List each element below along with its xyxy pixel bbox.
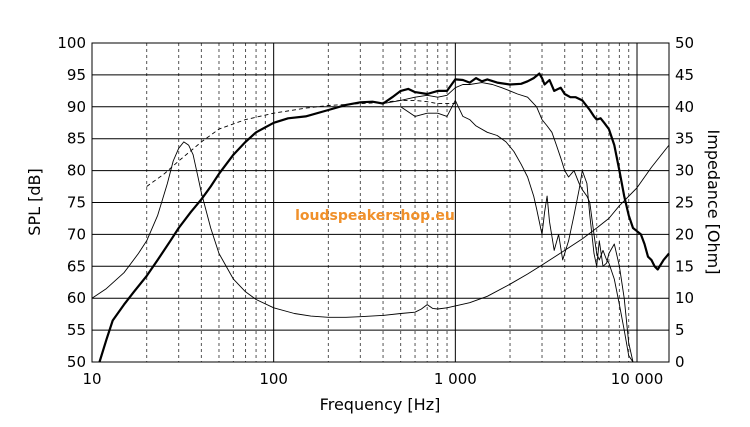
y-right-tick-label: 10 [675, 289, 694, 307]
data-series [91, 72, 670, 363]
y-left-axis-ticks: 50 55 60 65 70 75 80 85 90 95 100 [57, 34, 86, 371]
y-right-tick-label: 45 [675, 66, 694, 84]
x-axis-ticks: 10 100 1 000 10 000 [82, 370, 663, 388]
y-right-tick-label: 15 [675, 257, 694, 275]
y-right-tick-label: 5 [675, 321, 685, 339]
series-line-1 [98, 72, 670, 363]
y-left-tick-label: 90 [67, 98, 86, 116]
y-left-tick-label: 50 [67, 353, 86, 371]
y-right-tick-label: 20 [675, 225, 694, 243]
y-left-axis-label: SPL [dB] [25, 168, 44, 235]
y-right-tick-label: 0 [675, 353, 685, 371]
y-left-tick-label: 55 [67, 321, 86, 339]
y-right-tick-label: 25 [675, 194, 694, 212]
x-axis-label: Frequency [Hz] [320, 395, 441, 414]
x-tick-label: 10 [82, 370, 101, 388]
watermark: loudspeakershop.eu [295, 208, 455, 224]
plot-area-frame [91, 42, 670, 363]
y-right-tick-label: 40 [675, 98, 694, 116]
y-left-tick-label: 100 [57, 34, 86, 52]
y-left-tick-label: 75 [67, 194, 86, 212]
x-tick-label: 10 000 [611, 370, 664, 388]
y-left-tick-label: 70 [67, 225, 86, 243]
y-right-tick-label: 30 [675, 162, 694, 180]
y-right-axis-label: Impedance [Ohm] [704, 130, 723, 275]
y-left-tick-label: 60 [67, 289, 86, 307]
series-line-4 [400, 99, 637, 363]
y-left-tick-label: 95 [67, 66, 86, 84]
y-right-tick-label: 50 [675, 34, 694, 52]
grid [91, 43, 669, 362]
series-line-5 [91, 141, 670, 318]
y-left-tick-label: 80 [67, 162, 86, 180]
series-line-2 [146, 99, 456, 187]
y-right-axis-ticks: 0 5 10 15 20 25 30 35 40 45 50 [675, 34, 694, 371]
y-right-tick-label: 35 [675, 130, 694, 148]
y-left-tick-label: 65 [67, 257, 86, 275]
series-line-3 [382, 82, 637, 363]
y-left-tick-label: 85 [67, 130, 86, 148]
x-tick-label: 1 000 [434, 370, 477, 388]
x-tick-label: 100 [259, 370, 288, 388]
